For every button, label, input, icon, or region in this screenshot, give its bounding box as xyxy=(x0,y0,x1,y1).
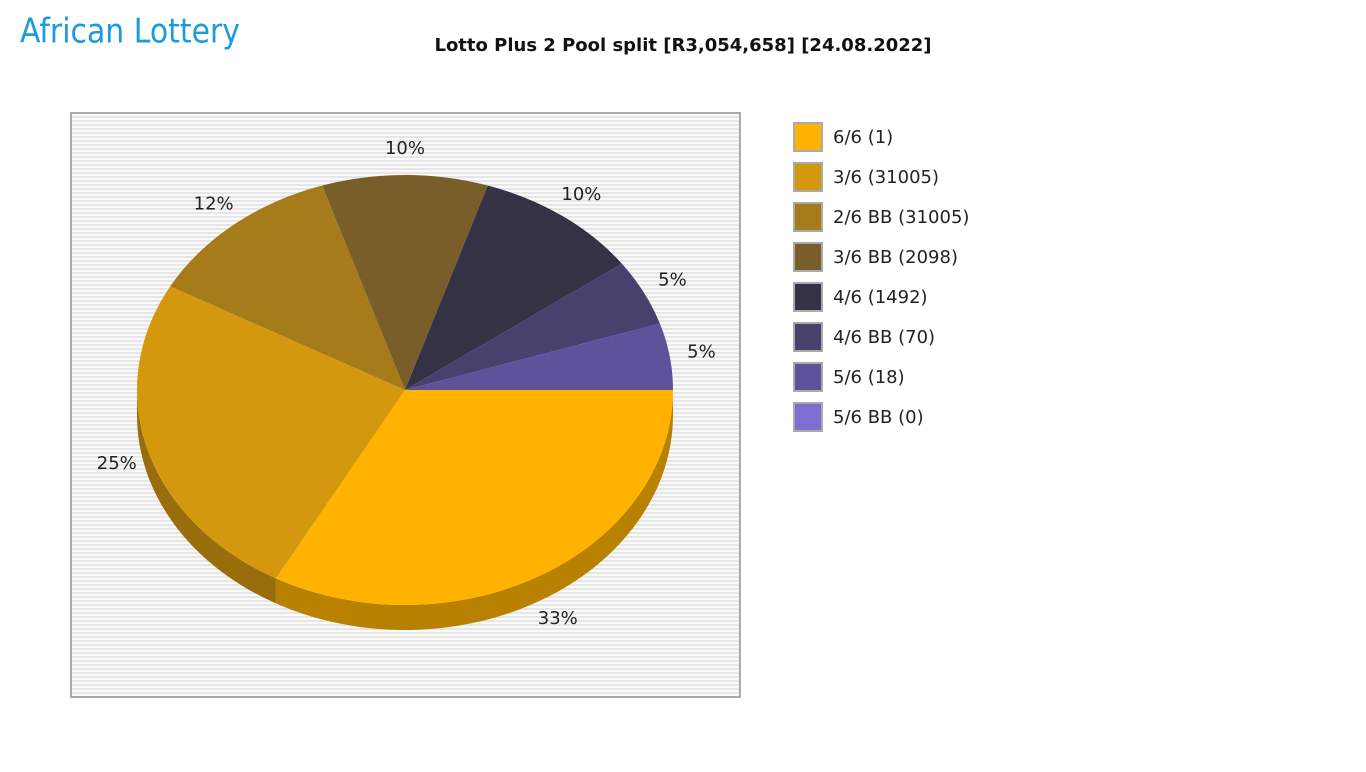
slice-side xyxy=(137,390,276,604)
data-label: 25% xyxy=(97,453,137,474)
data-label: 12% xyxy=(194,193,234,214)
slice xyxy=(405,185,622,390)
data-label: 10% xyxy=(385,138,425,159)
slice xyxy=(405,323,673,390)
legend-label: 6/6 (1) xyxy=(833,127,893,148)
legend-label: 3/6 (31005) xyxy=(833,167,939,188)
legend-label: 3/6 BB (2098) xyxy=(833,247,958,268)
data-label: 10% xyxy=(561,184,601,205)
data-label: 5% xyxy=(687,341,716,362)
legend-label: 2/6 BB (31005) xyxy=(833,207,969,228)
slice xyxy=(405,263,660,390)
legend-swatch xyxy=(793,162,823,192)
legend-label: 4/6 (1492) xyxy=(833,287,928,308)
legend-label: 5/6 BB (0) xyxy=(833,407,924,428)
legend-swatch xyxy=(793,202,823,232)
pie: 33% 25% 12% 10% 10% 5% 5% xyxy=(97,138,716,630)
slice-side xyxy=(275,390,673,630)
slice xyxy=(136,286,405,579)
slice xyxy=(275,390,673,605)
legend-swatch xyxy=(793,122,823,152)
legend-label: 5/6 (18) xyxy=(833,367,905,388)
slice xyxy=(322,175,488,390)
legend: 6/6 (1) 3/6 (31005) 2/6 BB (31005) 3/6 BB (… xyxy=(793,122,969,432)
legend-swatch xyxy=(793,362,823,392)
legend-swatch xyxy=(793,242,823,272)
data-label: 5% xyxy=(658,270,687,291)
legend-swatch xyxy=(793,322,823,352)
slice xyxy=(170,185,405,390)
legend-label: 4/6 BB (70) xyxy=(833,327,935,348)
data-label: 33% xyxy=(538,608,578,629)
legend-swatch xyxy=(793,402,823,432)
chart-title: Lotto Plus 2 Pool split [R3,054,658] [24… xyxy=(434,35,931,56)
logo[interactable]: African Lottery xyxy=(20,12,240,52)
legend-swatch xyxy=(793,282,823,312)
